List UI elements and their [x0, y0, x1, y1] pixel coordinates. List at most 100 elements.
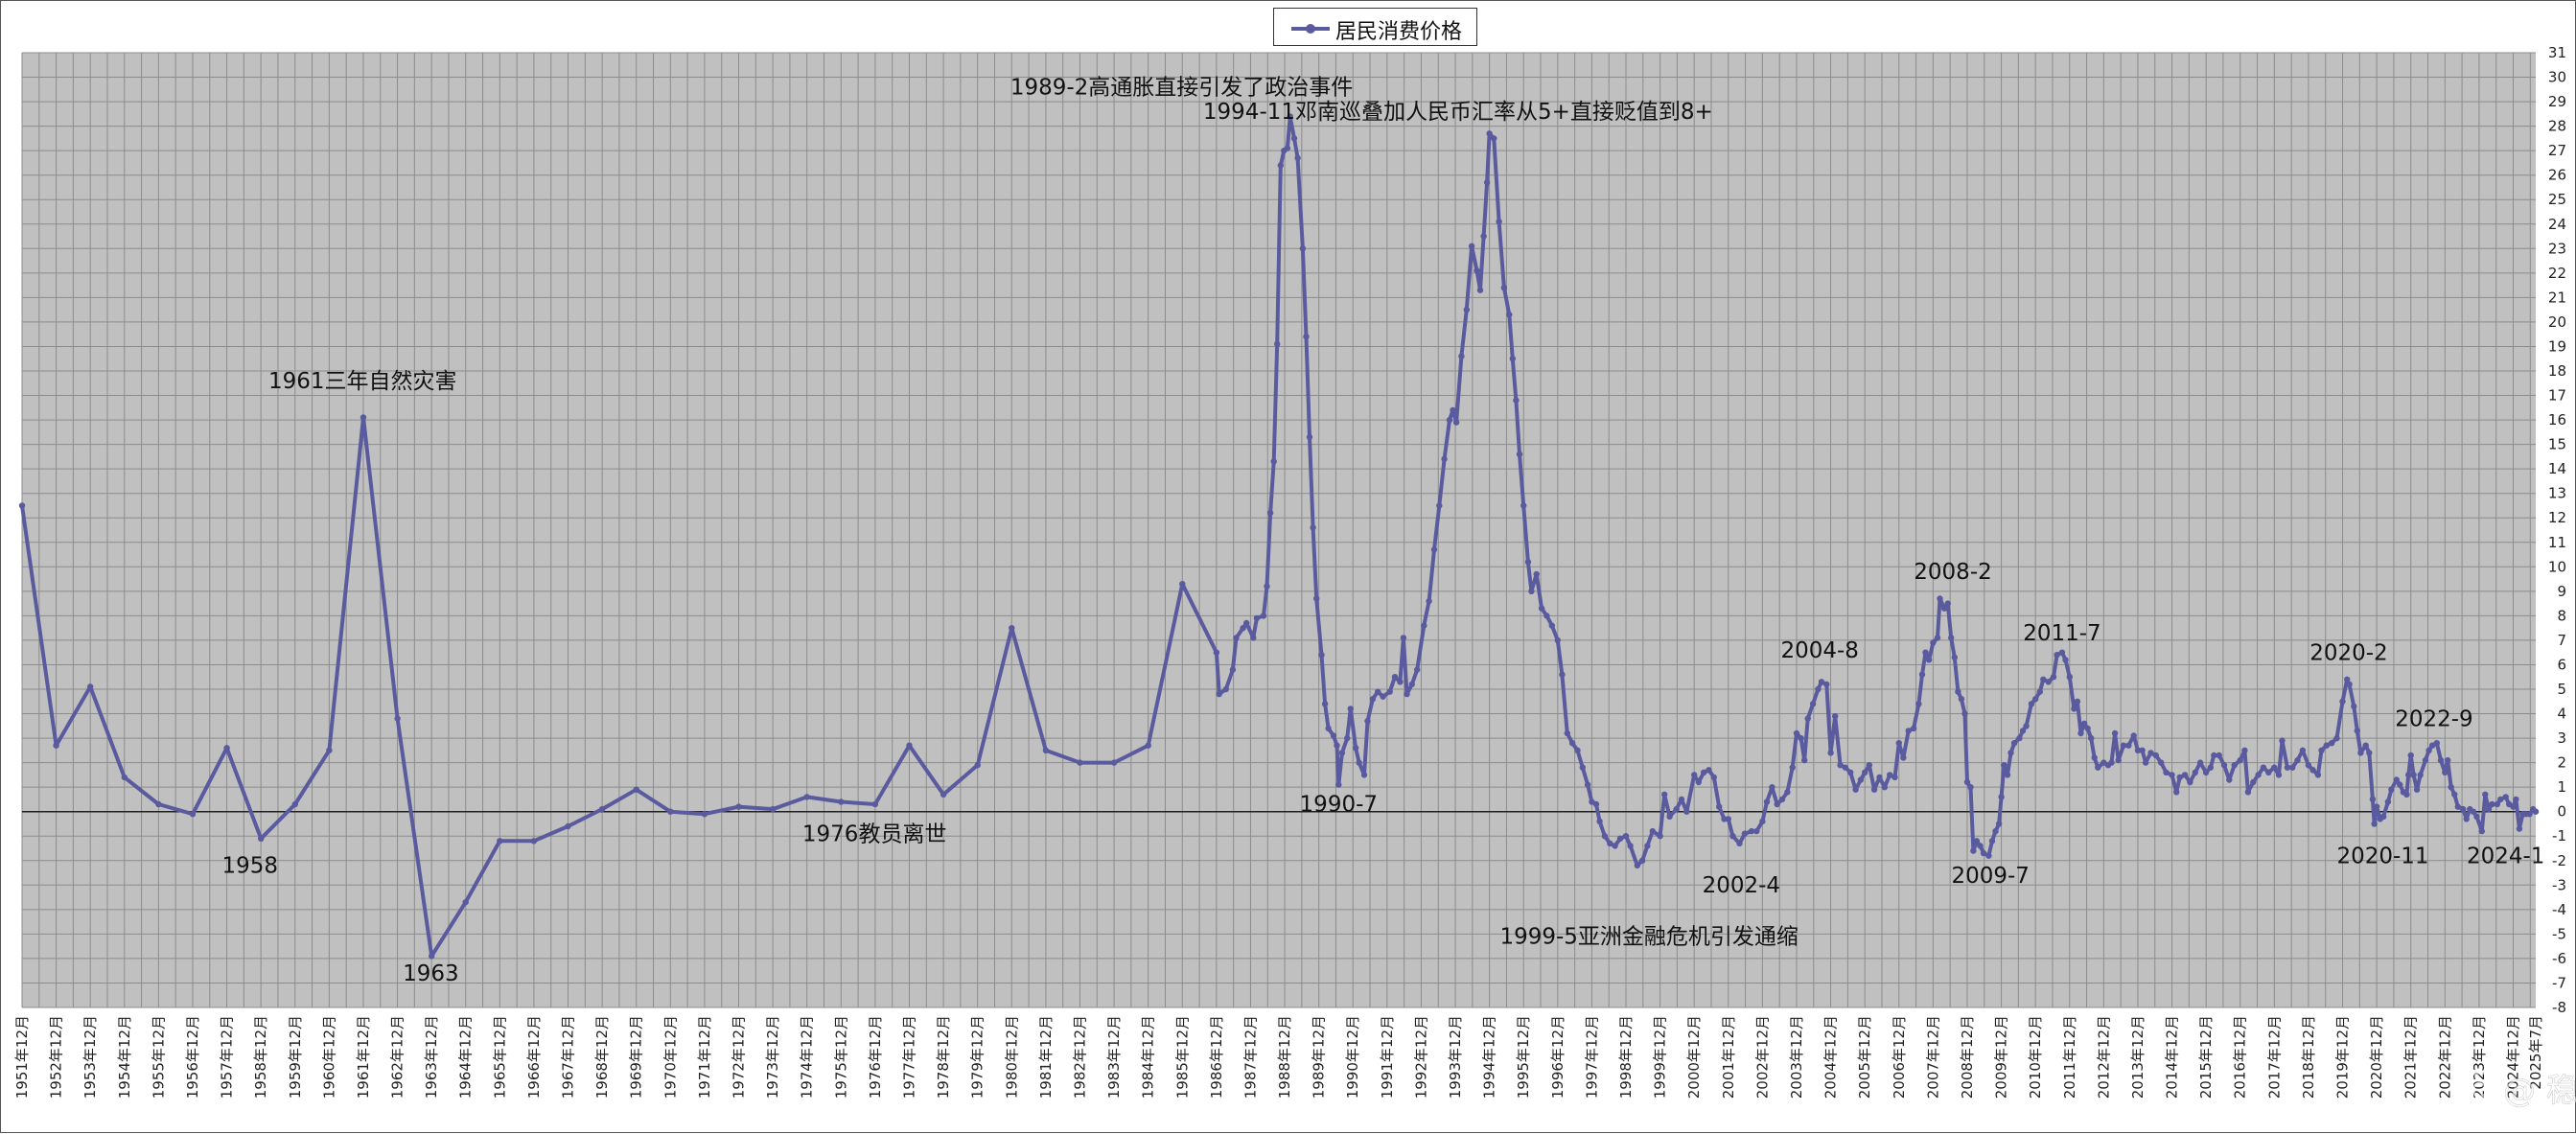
x-tick-label: 1979年12月	[969, 1015, 986, 1099]
data-point	[1837, 762, 1844, 769]
y-tick-label: 15	[2548, 436, 2566, 453]
data-point	[2004, 772, 2011, 778]
data-point	[2410, 772, 2417, 778]
data-point	[2351, 703, 2357, 710]
data-point	[2513, 796, 2519, 803]
data-point	[1310, 524, 1316, 531]
data-point	[1683, 808, 1690, 815]
data-point	[1077, 759, 1083, 766]
x-tick-label: 1973年12月	[764, 1015, 781, 1099]
data-point	[1596, 818, 1603, 825]
data-point	[1452, 419, 1460, 426]
x-tick-label: 1968年12月	[593, 1015, 611, 1099]
data-point	[1804, 715, 1811, 722]
chart-annotation: 2009-7	[1951, 864, 2029, 889]
x-tick-label: 1963年12月	[423, 1015, 440, 1099]
data-point	[1741, 830, 1749, 837]
data-point	[2318, 747, 2325, 753]
x-tick-label: 1970年12月	[661, 1015, 679, 1099]
y-tick-label: 30	[2548, 69, 2566, 86]
data-point	[1520, 502, 1527, 509]
data-point	[2260, 764, 2267, 771]
data-point	[1832, 712, 1839, 720]
data-point	[2019, 728, 2027, 734]
data-point	[2407, 752, 2414, 759]
data-point	[1881, 784, 1889, 791]
data-point	[1414, 666, 1421, 673]
data-point	[2384, 798, 2392, 805]
y-tick-label: 25	[2548, 191, 2566, 208]
data-point	[2328, 740, 2335, 747]
data-point	[1847, 769, 1854, 775]
y-tick-label: 19	[2548, 337, 2566, 355]
data-point	[1270, 458, 1277, 465]
data-point	[2470, 808, 2477, 815]
data-point	[1179, 581, 1186, 588]
data-point	[2403, 791, 2410, 798]
data-point	[1290, 135, 1298, 142]
data-point	[1463, 307, 1471, 313]
data-point	[2196, 759, 2204, 766]
data-point	[1474, 267, 1480, 274]
x-tick-label: 1989年12月	[1311, 1015, 1328, 1099]
data-point	[2510, 803, 2517, 810]
data-point	[2339, 698, 2346, 705]
x-tick-label: 1976年12月	[867, 1015, 884, 1099]
y-tick-label: 18	[2548, 362, 2566, 380]
data-point	[360, 414, 367, 421]
data-point	[2054, 652, 2060, 659]
y-tick-label: 22	[2548, 265, 2566, 282]
y-tick-label: 31	[2548, 44, 2566, 61]
data-point	[2084, 725, 2091, 732]
x-tick-label: 2008年12月	[1959, 1015, 1976, 1099]
x-tick-label: 1972年12月	[731, 1015, 748, 1099]
y-tick-label: -2	[2552, 852, 2566, 869]
data-point	[1496, 219, 1502, 225]
data-point	[394, 715, 401, 722]
x-tick-label: 2020年12月	[2368, 1015, 2385, 1099]
data-point	[598, 805, 606, 813]
data-point	[2344, 676, 2351, 683]
data-point	[1344, 734, 1351, 742]
data-point	[1430, 546, 1438, 553]
legend-label: 居民消费价格	[1335, 20, 1463, 44]
data-point	[1905, 728, 1912, 734]
data-point	[2369, 796, 2377, 803]
x-tick-label: 1988年12月	[1276, 1015, 1293, 1099]
x-tick-label: 1955年12月	[150, 1015, 167, 1099]
x-tick-label: 2005年12月	[1856, 1015, 1873, 1099]
data-point	[1450, 406, 1456, 414]
data-point	[1554, 636, 1562, 644]
data-point	[1356, 759, 1362, 766]
data-point	[1513, 397, 1520, 404]
data-point	[1793, 729, 1800, 737]
data-point	[1483, 179, 1491, 186]
data-point	[1253, 614, 1261, 622]
data-point	[1260, 613, 1267, 619]
data-point	[1930, 639, 1937, 646]
data-point	[1338, 750, 1346, 756]
data-point	[2250, 778, 2257, 786]
data-point	[2173, 789, 2180, 796]
x-tick-label: 2009年12月	[1993, 1015, 2010, 1099]
data-point	[2202, 769, 2210, 775]
y-axis-tick-labels: -8-7-6-5-4-3-2-1012345678910111213141516…	[2548, 44, 2566, 1016]
data-point	[1284, 145, 1291, 151]
data-point	[1313, 595, 1320, 602]
x-tick-label: 1959年12月	[287, 1015, 304, 1099]
y-tick-label: 16	[2548, 411, 2566, 428]
data-point	[1695, 778, 1703, 786]
x-tick-label: 1993年12月	[1447, 1015, 1464, 1099]
y-tick-label: 12	[2548, 509, 2566, 526]
data-point	[1612, 843, 1618, 849]
data-point	[1229, 666, 1237, 673]
data-point	[1961, 710, 1968, 717]
data-point	[2115, 756, 2122, 764]
data-point	[2357, 750, 2364, 756]
y-tick-label: -4	[2552, 901, 2566, 918]
data-point	[1842, 764, 1849, 771]
data-point	[1701, 769, 1707, 775]
x-tick-label: 2007年12月	[1924, 1015, 1941, 1099]
data-point	[1213, 649, 1220, 656]
series-layer	[18, 113, 2540, 960]
